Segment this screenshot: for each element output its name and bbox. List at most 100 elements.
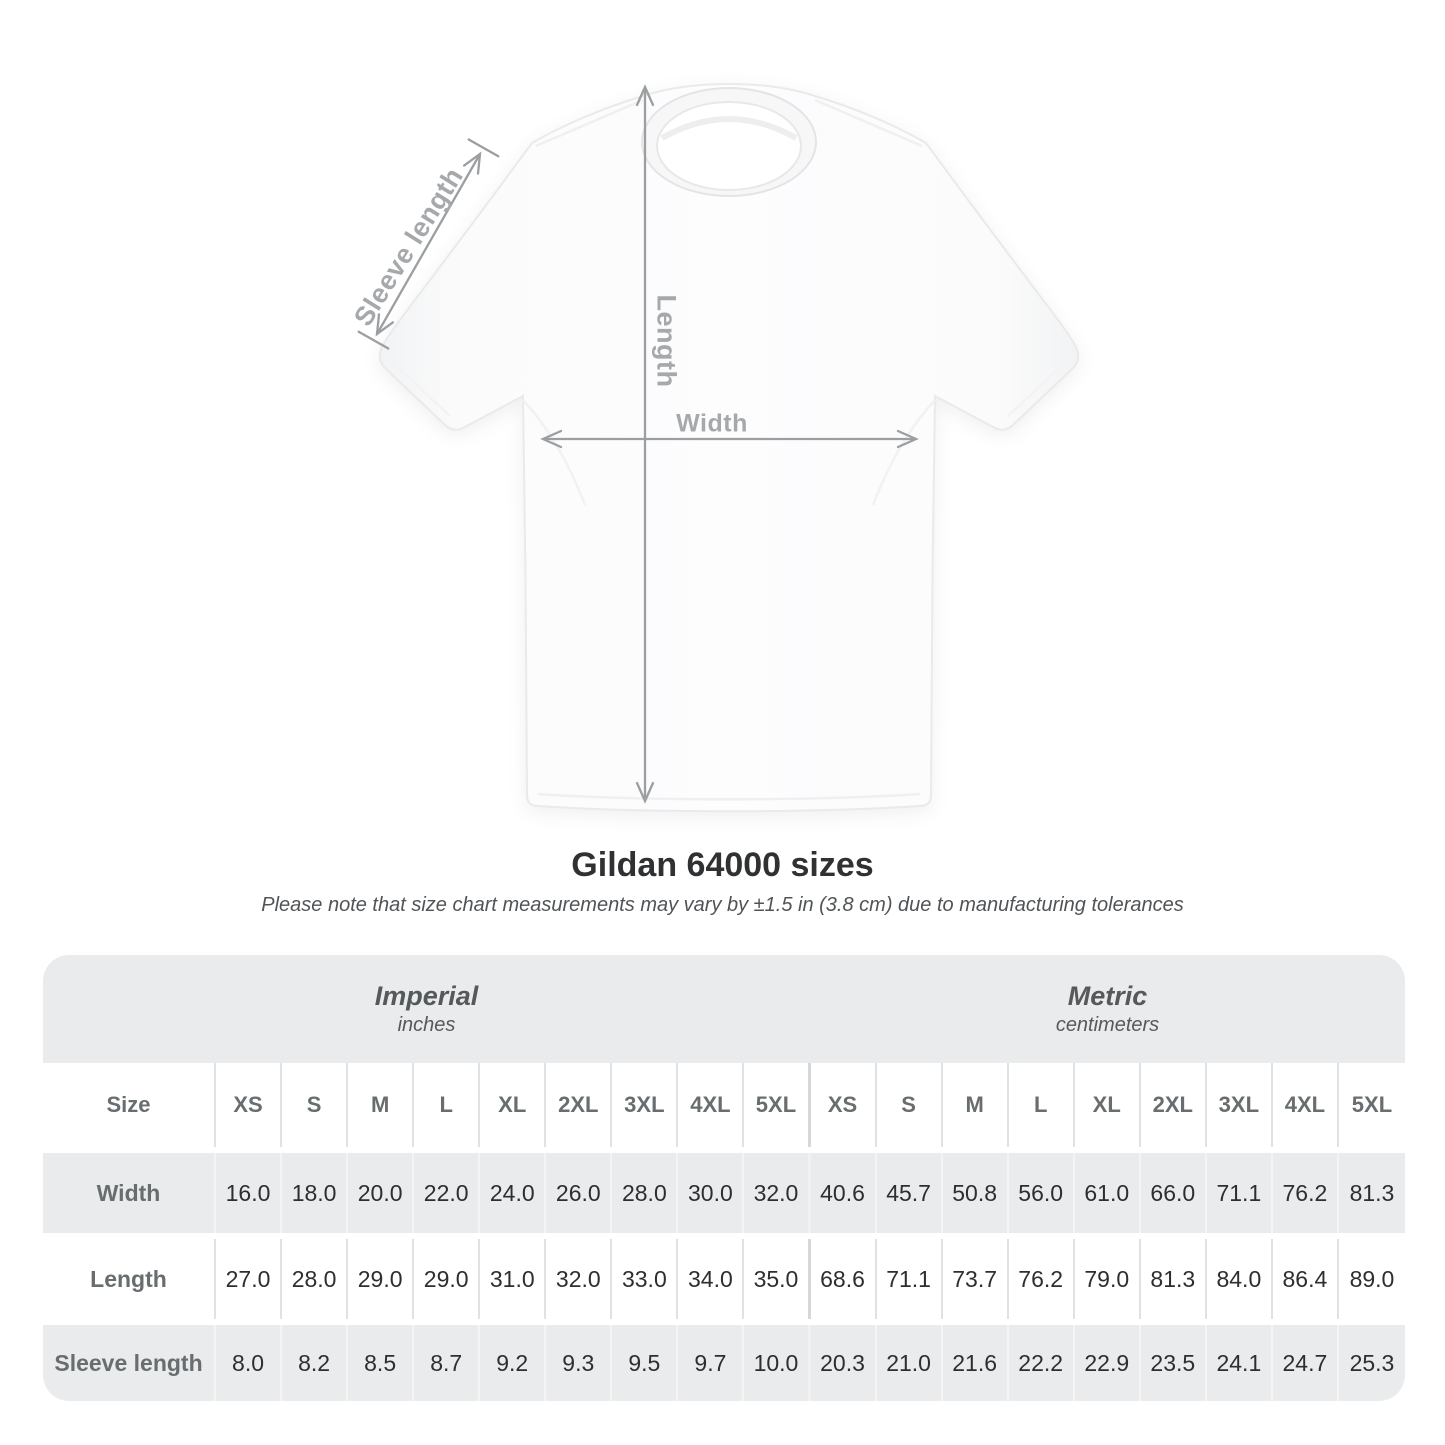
metric-unit-label: centimeters <box>1055 1014 1160 1036</box>
row-label: Length <box>43 1239 216 1319</box>
size-col-header: 5XL <box>1351 1092 1393 1117</box>
sleeve-value-cell: 8.2 <box>282 1325 349 1401</box>
imperial-unit-label: inches <box>397 1014 456 1036</box>
sleeve-value-cell: 24.7 <box>1273 1325 1339 1401</box>
width-value-cell: 18.0 <box>282 1153 349 1233</box>
size-col-header: L <box>1009 1063 1075 1147</box>
size-col-header: 4XL <box>1273 1063 1339 1147</box>
table-row-sleeve-length: Sleeve length 8.0 8.2 8.5 8.7 9.2 9.3 9.… <box>43 1325 1405 1401</box>
width-value-cell: 45.7 <box>877 1153 943 1233</box>
sleeve-value-cell: 8.0 <box>216 1325 283 1401</box>
length-value-cell: 84.0 <box>1207 1239 1273 1319</box>
length-value-cell: 71.1 <box>877 1239 943 1319</box>
size-col-header: L <box>414 1063 481 1147</box>
length-value-cell: 31.0 <box>480 1239 547 1319</box>
tshirt-graphic <box>357 82 1080 813</box>
length-value-cell: 86.4 <box>1273 1239 1339 1319</box>
width-value-cell: 50.8 <box>943 1153 1009 1233</box>
sleeve-value-cell: 9.7 <box>678 1325 745 1401</box>
width-value-cell: 76.2 <box>1273 1153 1339 1233</box>
width-value-cell: 24.0 <box>480 1153 547 1233</box>
width-label: Width <box>676 409 748 438</box>
tshirt-collar <box>641 87 817 197</box>
width-value-cell: 81.3 <box>1349 1179 1395 1206</box>
size-col-header: 3XL <box>612 1063 679 1147</box>
sleeve-value-cell: 9.2 <box>480 1325 547 1401</box>
metric-group-header: Metric centimeters <box>810 955 1405 1063</box>
length-value-cell: 29.0 <box>414 1239 481 1319</box>
width-value-cell: 26.0 <box>546 1153 613 1233</box>
size-col-header: 4XL <box>678 1063 745 1147</box>
size-col-header: 3XL <box>1207 1063 1273 1147</box>
sleeve-value-cell: 22.2 <box>1009 1325 1075 1401</box>
length-value-cell: 28.0 <box>282 1239 349 1319</box>
length-value-cell: 73.7 <box>943 1239 1009 1319</box>
size-col-header: 5XL <box>744 1063 811 1147</box>
table-row-length: Length 27.0 28.0 29.0 29.0 31.0 32.0 33.… <box>43 1239 1405 1319</box>
page-title: Gildan 64000 sizes <box>571 846 874 884</box>
sleeve-value-cell: 8.7 <box>414 1325 481 1401</box>
width-value-cell: 28.0 <box>612 1153 679 1233</box>
sleeve-value-cell: 21.6 <box>943 1325 1009 1401</box>
size-col-header: XS <box>216 1063 283 1147</box>
length-value-cell: 27.0 <box>216 1239 283 1319</box>
sleeve-value-cell: 21.0 <box>877 1325 943 1401</box>
sleeve-value-cell: 24.1 <box>1207 1325 1273 1401</box>
width-value-cell: 71.1 <box>1207 1153 1273 1233</box>
imperial-group-header: Imperial inches <box>43 955 810 1063</box>
length-arrow <box>635 84 655 804</box>
length-value-cell: 81.3 <box>1141 1239 1207 1319</box>
unit-group-band: Imperial inches Metric centimeters <box>43 955 1405 1063</box>
width-value-cell: 30.0 <box>678 1153 745 1233</box>
sleeve-value-cell: 22.9 <box>1075 1325 1141 1401</box>
tshirt-body <box>378 82 1080 813</box>
sleeve-value-cell: 23.5 <box>1141 1325 1207 1401</box>
size-col-header: M <box>348 1063 415 1147</box>
size-col-header: XL <box>480 1063 547 1147</box>
sleeve-length-arrow <box>357 138 500 350</box>
length-value-cell: 79.0 <box>1075 1239 1141 1319</box>
length-value-cell: 89.0 <box>1349 1265 1395 1292</box>
size-col-header: S <box>877 1063 943 1147</box>
width-value-cell: 22.0 <box>414 1153 481 1233</box>
size-col-header: XS <box>811 1063 877 1147</box>
sleeve-value-cell: 20.3 <box>811 1325 877 1401</box>
length-value-cell: 33.0 <box>612 1239 679 1319</box>
width-arrow <box>540 429 919 449</box>
size-col-header: 2XL <box>1141 1063 1207 1147</box>
width-value-cell: 40.6 <box>811 1153 877 1233</box>
size-corner-label: Size <box>43 1063 216 1147</box>
width-value-cell: 16.0 <box>216 1153 283 1233</box>
length-value-cell: 68.6 <box>811 1239 877 1319</box>
width-value-cell: 61.0 <box>1075 1153 1141 1233</box>
sleeve-value-cell: 10.0 <box>744 1325 811 1401</box>
length-value-cell: 29.0 <box>348 1239 415 1319</box>
width-value-cell: 66.0 <box>1141 1153 1207 1233</box>
size-col-header: XL <box>1075 1063 1141 1147</box>
length-label: Length <box>651 294 682 388</box>
dimension-lines <box>357 84 919 804</box>
imperial-label: Imperial <box>374 981 479 1011</box>
row-label: Width <box>43 1153 216 1233</box>
size-col-header: M <box>943 1063 1009 1147</box>
length-value-cell: 76.2 <box>1009 1239 1075 1319</box>
width-value-cell: 32.0 <box>744 1153 811 1233</box>
row-label: Sleeve length <box>43 1325 216 1401</box>
length-value-cell: 32.0 <box>546 1239 613 1319</box>
width-value-cell: 20.0 <box>348 1153 415 1233</box>
metric-label: Metric <box>1067 981 1148 1011</box>
sleeve-value-cell: 25.3 <box>1349 1349 1395 1376</box>
length-value-cell: 35.0 <box>744 1239 811 1319</box>
width-value-cell: 56.0 <box>1009 1153 1075 1233</box>
sleeve-value-cell: 8.5 <box>348 1325 415 1401</box>
size-table: Imperial inches Metric centimeters Size … <box>43 955 1405 1401</box>
tshirt-measurement-diagram: Sleeve length Length Width <box>348 82 1080 813</box>
size-header-row: Size XS S M L XL 2XL 3XL 4XL 5XL XS S M … <box>43 1063 1405 1147</box>
size-col-header: 2XL <box>546 1063 613 1147</box>
page-subtitle: Please note that size chart measurements… <box>261 894 1184 916</box>
sleeve-value-cell: 9.3 <box>546 1325 613 1401</box>
size-col-header: S <box>282 1063 349 1147</box>
sleeve-value-cell: 9.5 <box>612 1325 679 1401</box>
length-value-cell: 34.0 <box>678 1239 745 1319</box>
